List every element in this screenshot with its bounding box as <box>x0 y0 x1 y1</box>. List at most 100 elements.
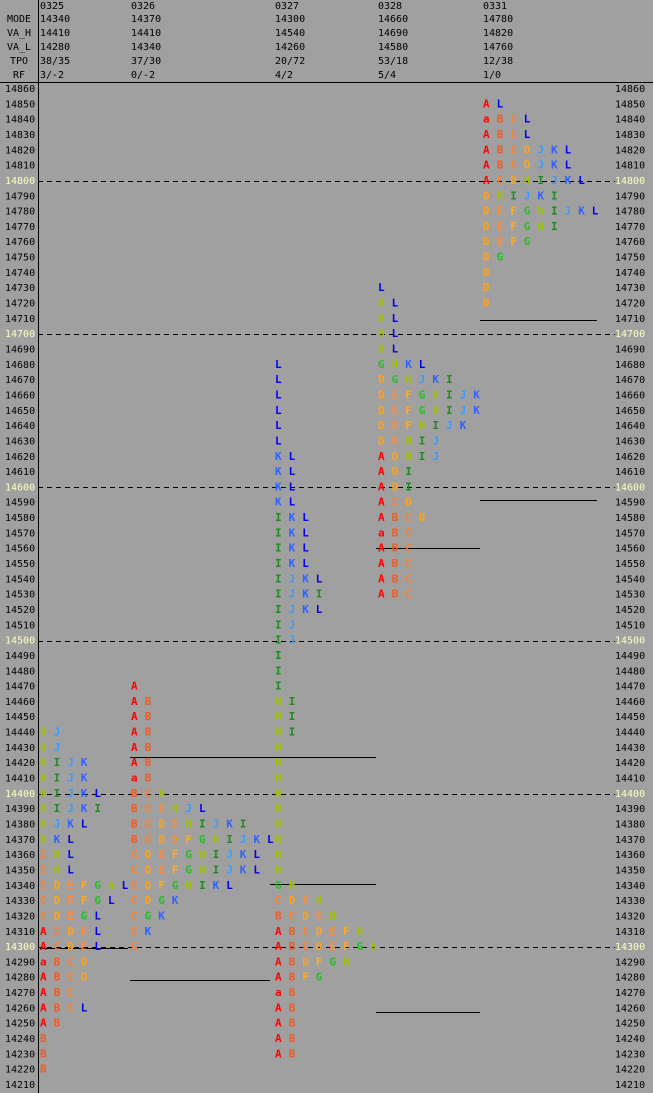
price-label-right: 14780 <box>615 207 645 218</box>
day-date: 0331 <box>483 1 507 12</box>
price-label-right: 14840 <box>615 115 645 126</box>
price-label-right: 14700 <box>615 329 645 340</box>
day-va-l: 14340 <box>131 42 161 53</box>
price-label-right: 14690 <box>615 344 645 355</box>
day-va-h: 14540 <box>275 28 305 39</box>
price-label-right: 14820 <box>615 145 645 156</box>
tpo-row: I <box>275 680 282 693</box>
day-date: 0327 <box>275 1 299 12</box>
price-label-right: 14230 <box>615 1049 645 1060</box>
tpo-row: D <box>483 266 490 279</box>
price-label-left: 14460 <box>5 697 35 708</box>
price-label-left: 14290 <box>5 957 35 968</box>
price-label-right: 14250 <box>615 1019 645 1030</box>
price-label-right: 14540 <box>615 574 645 585</box>
tpo-row: H <box>275 863 282 876</box>
price-label-left: 14580 <box>5 513 35 524</box>
day-rf: 5/4 <box>378 70 396 81</box>
day-mode: 14780 <box>483 14 513 25</box>
price-label-right: 14830 <box>615 130 645 141</box>
day-mode: 14340 <box>40 14 70 25</box>
price-label-right: 14210 <box>615 1080 645 1091</box>
price-label-left: 14280 <box>5 973 35 984</box>
price-label-right: 14730 <box>615 283 645 294</box>
day-va-l: 14280 <box>40 42 70 53</box>
day-va-h: 14690 <box>378 28 408 39</box>
day-va-h: 14820 <box>483 28 513 39</box>
price-label-left: 14550 <box>5 559 35 570</box>
price-label-left: 14250 <box>5 1019 35 1030</box>
tpo-row: I <box>275 664 282 677</box>
day-tpo: 38/35 <box>40 56 70 67</box>
price-label-left: 14670 <box>5 375 35 386</box>
price-label-left: 14700 <box>5 329 35 340</box>
price-label-right: 14580 <box>615 513 645 524</box>
price-label-right: 14610 <box>615 467 645 478</box>
price-label-left: 14450 <box>5 712 35 723</box>
price-label-right: 14240 <box>615 1034 645 1045</box>
price-label-right: 14430 <box>615 743 645 754</box>
price-label-right: 14500 <box>615 636 645 647</box>
price-label-right: 14220 <box>615 1065 645 1076</box>
price-label-right: 14400 <box>615 789 645 800</box>
tpo-row: L <box>378 281 385 294</box>
price-label-left: 14650 <box>5 406 35 417</box>
price-label-left: 14590 <box>5 498 35 509</box>
price-label-right: 14340 <box>615 881 645 892</box>
tpo-row: H <box>275 818 282 831</box>
price-label-left: 14490 <box>5 651 35 662</box>
price-label-left: 14300 <box>5 942 35 953</box>
price-label-left: 14520 <box>5 605 35 616</box>
price-label-right: 14370 <box>615 835 645 846</box>
price-label-right: 14380 <box>615 820 645 831</box>
price-label-left: 14530 <box>5 590 35 601</box>
price-label-left: 14740 <box>5 268 35 279</box>
price-label-left: 14370 <box>5 835 35 846</box>
tpo-row: L <box>275 419 282 432</box>
price-label-right: 14650 <box>615 406 645 417</box>
price-label-left: 14320 <box>5 911 35 922</box>
price-label-left: 14810 <box>5 161 35 172</box>
